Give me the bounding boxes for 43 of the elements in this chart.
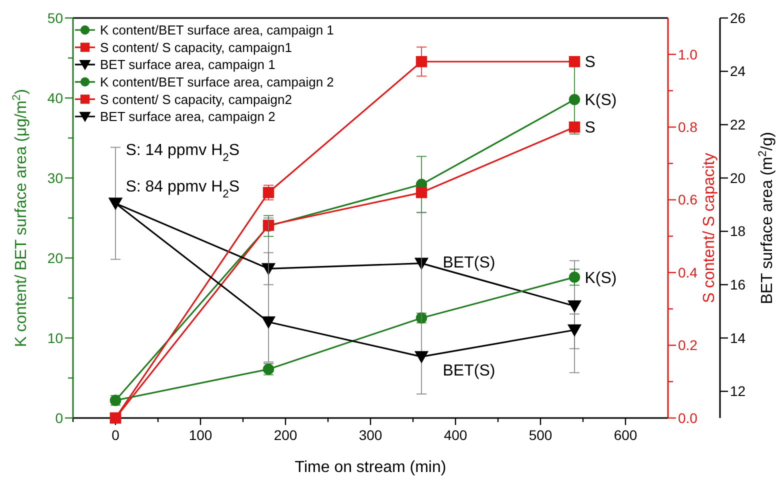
y3-tick-label: 16 — [730, 276, 746, 293]
y-tick-label: 10 — [47, 330, 64, 346]
y3-tick-label: 22 — [730, 116, 746, 133]
y2-tick-label: 0.2 — [678, 337, 698, 354]
y2-tick-label: 1.0 — [678, 46, 698, 62]
y3-tick-label: 24 — [730, 63, 746, 80]
y2-tick-label: 0.6 — [678, 192, 698, 208]
y3-tick-label: 20 — [730, 170, 746, 186]
y-tick-label: 0 — [55, 410, 64, 426]
legend-label: K content/BET surface area, campaign 1 — [100, 22, 334, 38]
x-tick-label: 600 — [614, 427, 638, 443]
annotation: K(S) — [584, 270, 617, 287]
x-axis-title: Time on stream (min) — [294, 459, 446, 476]
annotation: S: 14 ppmv H$_{2}$S — [126, 142, 240, 164]
x-tick-label: 400 — [444, 427, 468, 443]
legend-label: S content/ S capacity, campaign2 — [100, 92, 292, 107]
legend-label: BET surface area, campaign 2 — [100, 109, 276, 124]
x-tick-label: 200 — [274, 427, 298, 443]
y-tick-label: 50 — [47, 10, 64, 26]
y2-tick-label: 0.8 — [678, 118, 698, 135]
annotation: S — [584, 119, 596, 136]
annotation: S: 84 ppmv H$_{2}$S — [126, 178, 240, 201]
y2-tick-label: 0.4 — [678, 264, 698, 280]
y-tick-label: 20 — [47, 250, 64, 266]
legend-label: BET surface area, campaign 1 — [100, 57, 276, 72]
y-tick-label: 30 — [47, 170, 64, 186]
x-tick-label: 300 — [358, 427, 382, 443]
annotation: K(S) — [584, 92, 617, 110]
legend-label: S content/ S capacity, campaign1 — [100, 40, 292, 55]
annotation: BET(S) — [442, 362, 496, 380]
y3-tick-label: 12 — [730, 383, 746, 400]
y2-axis-title: S content/ S capacity — [701, 152, 718, 304]
x-tick-label: 0 — [112, 427, 120, 443]
annotation: BET(S) — [442, 254, 496, 272]
y3-tick-label: 14 — [730, 330, 746, 346]
annotation: S — [584, 54, 596, 71]
x-tick-label: 100 — [188, 427, 212, 443]
y3-tick-label: 18 — [730, 223, 746, 240]
x-tick-label: 500 — [528, 427, 552, 443]
legend-label: K content/BET surface area, campaign 2 — [100, 74, 334, 90]
y3-tick-label: 26 — [730, 10, 746, 26]
y2-tick-label: 0.0 — [678, 410, 698, 426]
y-tick-label: 40 — [47, 90, 64, 106]
